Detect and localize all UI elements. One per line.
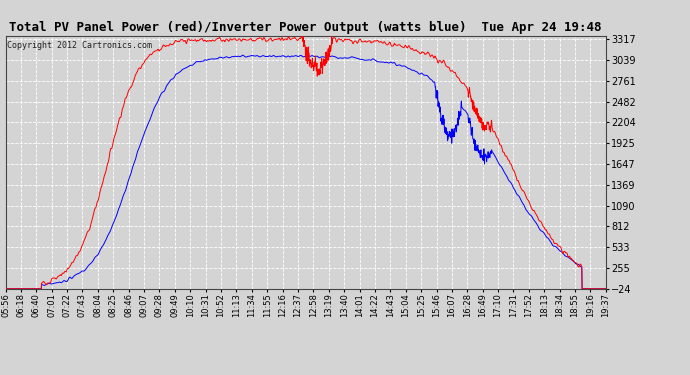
- Text: Copyright 2012 Cartronics.com: Copyright 2012 Cartronics.com: [7, 41, 152, 50]
- Title: Total PV Panel Power (red)/Inverter Power Output (watts blue)  Tue Apr 24 19:48: Total PV Panel Power (red)/Inverter Powe…: [10, 21, 602, 34]
